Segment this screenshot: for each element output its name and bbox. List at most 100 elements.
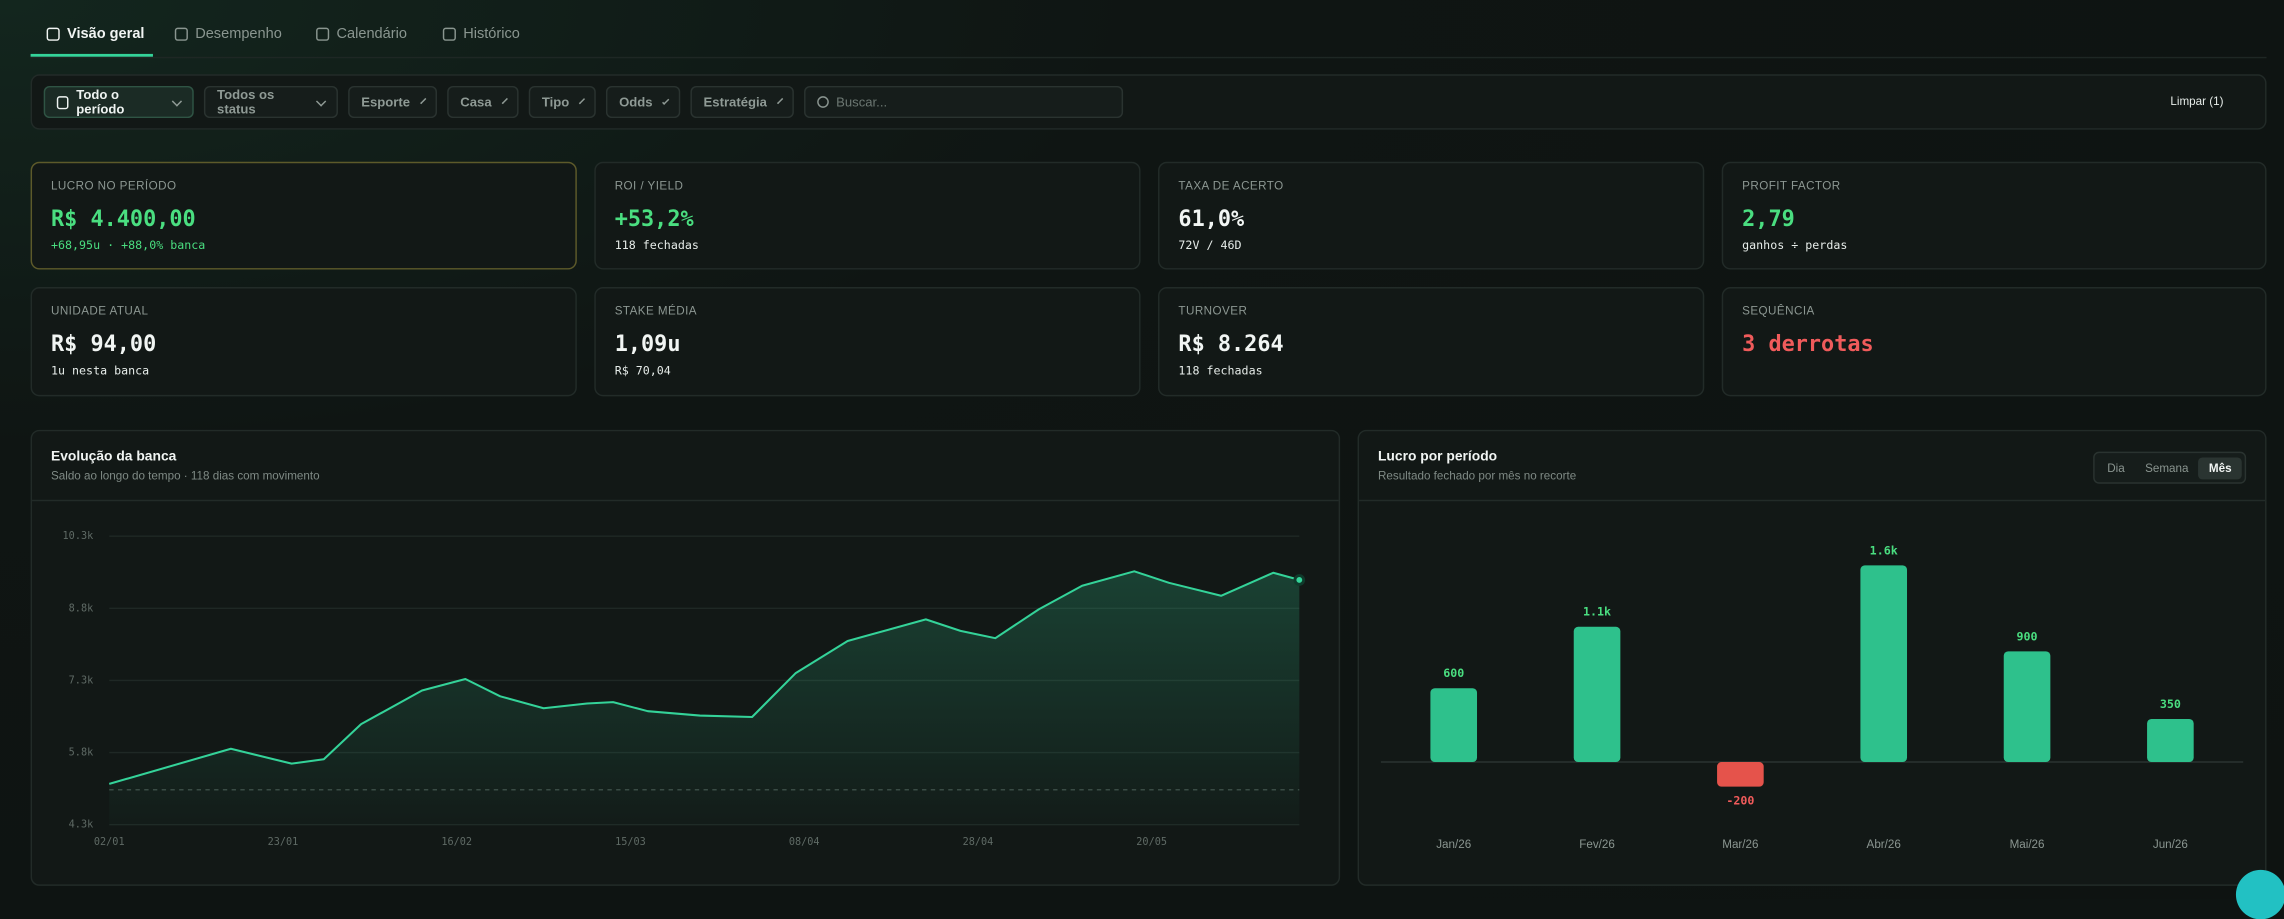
filter[interactable]: Tipo <box>528 85 596 119</box>
chart-subtitle: Resultado fechado por mês no recorte <box>1377 469 1577 483</box>
value-label: 1.6k <box>1870 543 1898 557</box>
divider <box>1359 499 2266 502</box>
bar <box>1430 688 1478 763</box>
stat-card: UNIDADE ATUAL R$ 94,00 1u nesta banca <box>30 287 577 397</box>
card-label: PROFIT FACTOR <box>1742 179 1841 193</box>
bar-chart-panel: Lucro por período Resultado fechado por … <box>1357 429 2267 886</box>
card-label: LUCRO NO PERÍODO <box>50 179 177 193</box>
card-label: UNIDADE ATUAL <box>50 304 149 318</box>
value-label: 600 <box>1443 666 1464 680</box>
filter[interactable]: Odds <box>605 85 681 119</box>
filter[interactable]: Esporte <box>348 85 437 119</box>
filter[interactable]: Casa <box>447 85 519 119</box>
search[interactable]: Buscar... <box>804 85 1124 119</box>
card-label: SEQUÊNCIA <box>1742 304 1815 318</box>
bar <box>1860 565 1908 763</box>
value-label: 350 <box>2160 697 2181 711</box>
filter[interactable]: Todos os status <box>203 85 338 119</box>
tab[interactable]: Histórico <box>442 26 520 42</box>
y-tick-label: 5.8k <box>69 748 94 759</box>
x-tick-label: 28/04 <box>963 837 994 848</box>
card-value: R$ 8.264 <box>1178 330 1284 357</box>
tab[interactable]: Visão geral <box>46 26 145 43</box>
card-value: R$ 4.400,00 <box>50 205 196 232</box>
bar <box>2147 719 2194 763</box>
stat-card: SEQUÊNCIA 3 derrotas <box>1721 287 2267 397</box>
line <box>108 570 1300 785</box>
filter-label: Esporte <box>361 94 411 110</box>
tab[interactable]: Calendário <box>316 26 407 42</box>
card-sub: 1u nesta banca <box>50 364 150 378</box>
filter-label: Todo o período <box>76 87 125 117</box>
stat-card: PROFIT FACTOR 2,79 ganhos ÷ perdas <box>1721 161 2267 270</box>
value-label: 1.1k <box>1583 605 1611 619</box>
x-tick-label: 15/03 <box>615 837 646 848</box>
period-toggle: Dia Semana Mês <box>2092 451 2247 484</box>
divider <box>30 56 2267 59</box>
x-tick-label: Jun/26 <box>2153 838 2188 851</box>
period-option[interactable]: Dia <box>2107 461 2125 475</box>
filter[interactable]: Todo o período <box>43 85 194 119</box>
tab-label: Calendário <box>336 26 407 43</box>
stat-card: TAXA DE ACERTO 61,0% 72V / 46D <box>1158 161 1705 270</box>
y-tick-label: 4.3k <box>69 820 94 831</box>
card-value: 2,79 <box>1742 205 1795 232</box>
bar <box>1717 762 1764 787</box>
filter[interactable]: Estratégia <box>690 85 794 119</box>
period-option[interactable]: Semana <box>2145 461 2189 475</box>
value-label: 900 <box>2017 629 2038 643</box>
card-sub: R$ 70,04 <box>614 364 671 378</box>
bar <box>2003 651 2051 763</box>
card-sub: 118 fechadas <box>1178 364 1263 378</box>
card-value: R$ 94,00 <box>50 330 157 357</box>
filter-label: Tipo <box>541 94 570 110</box>
stat-card: TURNOVER R$ 8.264 118 fechadas <box>1158 287 1705 397</box>
card-label: TAXA DE ACERTO <box>1178 179 1284 193</box>
filter-label: Odds <box>619 94 653 110</box>
x-tick-label: 08/04 <box>789 837 820 848</box>
card-sub: 72V / 46D <box>1178 238 1242 253</box>
y-tick-label: 7.3k <box>69 675 94 686</box>
card-value: 1,09u <box>614 330 681 357</box>
card-value: +53,2% <box>614 205 694 232</box>
y-tick-label: 8.8k <box>69 603 94 614</box>
card-label: STAKE MÉDIA <box>614 304 697 318</box>
chart-title: Evolução da banca <box>50 448 177 465</box>
card-value: 61,0% <box>1178 205 1245 232</box>
card-label: TURNOVER <box>1178 304 1248 318</box>
clear-button[interactable]: Limpar (1) <box>2170 94 2224 108</box>
card-sub: ganhos ÷ perdas <box>1742 238 1848 253</box>
end-point <box>1293 574 1306 586</box>
divider <box>32 499 1339 502</box>
chart-subtitle: Saldo ao longo do tempo · 118 dias com m… <box>50 469 320 483</box>
filter-label: Estratégia <box>703 94 767 110</box>
charts: 4.3k 5.8k 7.3k 8.8k 10.3k 02/01 23/01 16/02 15/0… <box>63 531 2244 851</box>
x-tick-label: 16/02 <box>441 837 472 848</box>
area <box>109 571 1300 825</box>
filter-label: Todos os status <box>217 87 275 117</box>
x-tick-label: Fev/26 <box>1579 838 1615 851</box>
chat-button[interactable] <box>2235 869 2284 919</box>
stat-card: ROI / YIELD +53,2% 118 fechadas <box>594 161 1141 270</box>
filter-label: Casa <box>460 94 492 110</box>
x-tick-label: 02/01 <box>94 837 125 848</box>
y-tick-label: 10.3k <box>63 531 94 542</box>
tab[interactable]: Desempenho <box>174 26 282 43</box>
x-tick-label: Mar/26 <box>1722 838 1758 851</box>
chart-title: Lucro por período <box>1377 448 1498 465</box>
tab-label: Visão geral <box>67 26 145 43</box>
card-label: ROI / YIELD <box>614 179 684 193</box>
card-value: 3 derrotas <box>1742 330 1874 357</box>
period-option[interactable]: Mês <box>2198 456 2242 479</box>
x-tick-label: 20/05 <box>1136 837 1167 848</box>
tab-underline <box>30 53 153 57</box>
stat-card: LUCRO NO PERÍODO R$ 4.400,00 +68,95u · +88… <box>30 161 577 270</box>
x-tick-label: Jan/26 <box>1436 838 1471 851</box>
tab-label: Desempenho <box>195 26 282 43</box>
value-label: -200 <box>1726 794 1754 808</box>
search-placeholder: Buscar... <box>836 94 888 110</box>
x-tick-label: 23/01 <box>268 837 299 848</box>
x-tick-label: Abr/26 <box>1867 838 1901 851</box>
x-tick-label: Mai/26 <box>2010 838 2045 851</box>
